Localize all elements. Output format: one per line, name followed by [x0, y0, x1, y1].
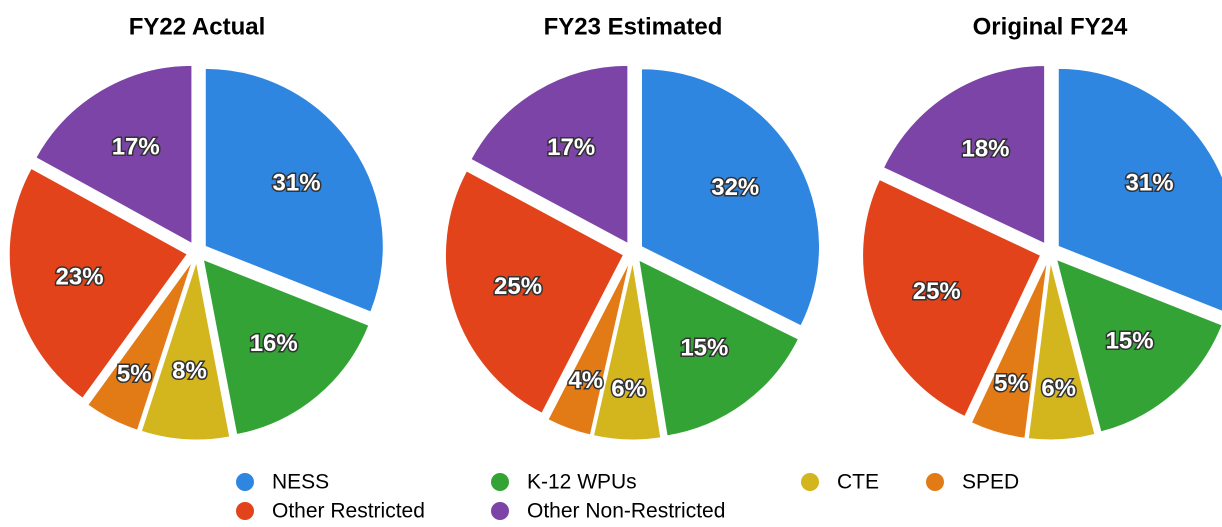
- chart-title: Original FY24: [973, 13, 1128, 40]
- pie-slice: [140, 261, 231, 441]
- pie-slice: [8, 167, 188, 399]
- pie-slice: [35, 64, 193, 245]
- data-label: 23%: [56, 264, 104, 291]
- pie-slice: [1027, 261, 1096, 441]
- data-label: 6%: [1041, 375, 1076, 402]
- pie-slice: [444, 170, 625, 414]
- data-label: 5%: [994, 370, 1029, 397]
- chart-title: FY23 Estimated: [544, 13, 723, 40]
- data-label: 8%: [172, 357, 207, 384]
- data-label: 16%: [250, 330, 298, 357]
- pie-slice: [87, 260, 193, 431]
- data-label: 18%: [961, 136, 1009, 163]
- legend-label: K-12 WPUs: [527, 471, 637, 494]
- data-label: 17%: [112, 134, 160, 161]
- pie-slice: [1055, 258, 1222, 433]
- legend-label: Other Non-Restricted: [527, 500, 725, 523]
- pie-slice: [862, 178, 1042, 418]
- data-label: 4%: [568, 367, 603, 394]
- pie-slice: [970, 261, 1048, 439]
- data-label: 15%: [680, 334, 728, 361]
- data-label: 32%: [711, 174, 759, 201]
- data-label: 25%: [913, 278, 961, 305]
- legend-label: Other Restricted: [272, 500, 425, 523]
- pie-slice: [592, 261, 662, 441]
- data-label: 5%: [117, 360, 152, 387]
- pie-slice: [882, 65, 1046, 245]
- legend-swatch: [236, 473, 254, 491]
- legend-swatch: [236, 502, 254, 520]
- pie-slice: [470, 64, 629, 245]
- data-label: 31%: [1126, 170, 1174, 197]
- chart-title: FY22 Actual: [129, 13, 266, 40]
- legend-swatch: [801, 473, 819, 491]
- data-label: 17%: [547, 134, 595, 161]
- pie-slice: [638, 259, 800, 437]
- pie-slice: [202, 258, 370, 436]
- legend-label: CTE: [837, 471, 879, 494]
- legend-label: NESS: [272, 471, 329, 494]
- data-label: 25%: [494, 273, 542, 300]
- pie-slice: [547, 261, 631, 436]
- data-label: 6%: [611, 375, 646, 402]
- pie-slice: [1057, 67, 1222, 312]
- pie-slice: [640, 68, 820, 327]
- legend-label: SPED: [962, 471, 1019, 494]
- data-label: 15%: [1106, 328, 1154, 355]
- legend-swatch: [926, 473, 944, 491]
- data-label: 31%: [273, 170, 321, 197]
- legend-swatch: [491, 473, 509, 491]
- pie-slice: [204, 67, 384, 313]
- legend-swatch: [491, 502, 509, 520]
